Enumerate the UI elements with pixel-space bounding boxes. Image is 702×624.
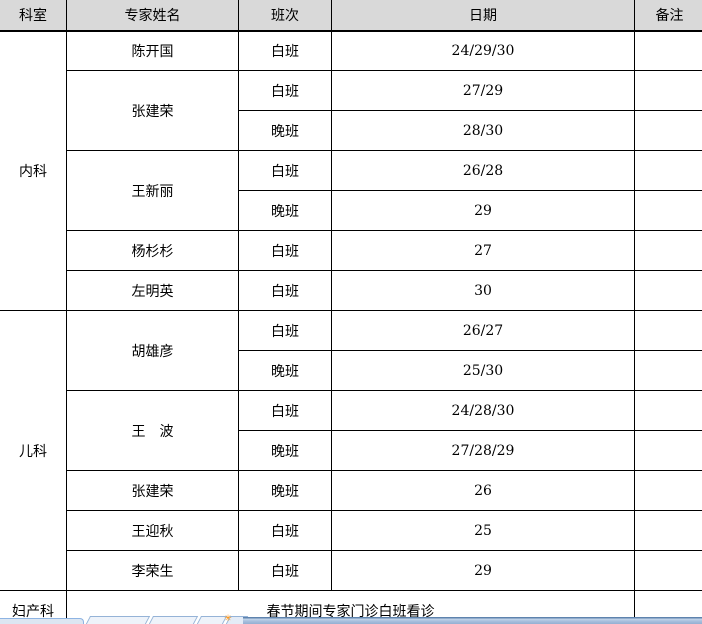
table-row: 张建荣 晚班 26 bbox=[0, 470, 702, 511]
shift-cell[interactable]: 晚班 bbox=[238, 350, 332, 391]
dates-cell[interactable]: 25/30 bbox=[331, 350, 635, 391]
dates-cell[interactable]: 27/29 bbox=[331, 70, 635, 111]
shift-cell[interactable]: 白班 bbox=[238, 30, 332, 71]
doctor-name-cell[interactable]: 张建荣 bbox=[66, 470, 239, 511]
remark-cell[interactable] bbox=[634, 230, 702, 271]
dates-cell[interactable]: 26 bbox=[331, 470, 635, 511]
shift-cell[interactable]: 晚班 bbox=[238, 430, 332, 471]
shift-cell[interactable]: 白班 bbox=[238, 270, 332, 311]
remark-cell[interactable] bbox=[634, 430, 702, 471]
remark-cell[interactable] bbox=[634, 350, 702, 391]
dates-cell[interactable]: 27 bbox=[331, 230, 635, 271]
remark-cell[interactable] bbox=[634, 310, 702, 351]
doctor-name-cell[interactable]: 李荣生 bbox=[66, 550, 239, 591]
table-row: 王新丽 白班 26/28 bbox=[0, 150, 702, 231]
table-row: 内科 陈开国 白班 24/29/30 bbox=[0, 30, 702, 311]
table-row: 儿科 胡雄彦 白班 26/27 bbox=[0, 310, 702, 591]
dates-cell[interactable]: 27/28/29 bbox=[331, 430, 635, 471]
dates-cell[interactable]: 29 bbox=[331, 550, 635, 591]
dates-cell[interactable]: 25 bbox=[331, 510, 635, 551]
dates-cell[interactable]: 26/27 bbox=[331, 310, 635, 351]
dates-cell[interactable]: 26/28 bbox=[331, 150, 635, 191]
doctor-name-cell[interactable]: 王 波 bbox=[66, 390, 239, 471]
shift-cell[interactable]: 晚班 bbox=[238, 190, 332, 231]
shift-cell[interactable]: 白班 bbox=[238, 510, 332, 551]
department-cell[interactable]: 儿科 bbox=[0, 310, 67, 591]
dates-cell[interactable]: 24/29/30 bbox=[331, 30, 635, 71]
doctor-name-cell[interactable]: 左明英 bbox=[66, 270, 239, 311]
shift-cell[interactable]: 晚班 bbox=[238, 470, 332, 511]
remark-cell[interactable] bbox=[634, 510, 702, 551]
doctor-name-cell[interactable]: 王迎秋 bbox=[66, 510, 239, 551]
table-row: 左明英 白班 30 bbox=[0, 270, 702, 311]
shift-cell[interactable]: 白班 bbox=[238, 550, 332, 591]
shift-cell[interactable]: 晚班 bbox=[238, 110, 332, 151]
doctor-name-cell[interactable]: 杨杉杉 bbox=[66, 230, 239, 271]
remark-cell[interactable] bbox=[634, 470, 702, 511]
header-row: 科室 专家姓名 班次 日期 备注 bbox=[0, 0, 702, 32]
table-row: 王 波 白班 24/28/30 bbox=[0, 390, 702, 471]
header-date[interactable]: 日期 bbox=[331, 0, 635, 32]
dates-cell[interactable]: 24/28/30 bbox=[331, 390, 635, 431]
dates-cell[interactable]: 28/30 bbox=[331, 110, 635, 151]
header-department[interactable]: 科室 bbox=[0, 0, 67, 32]
remark-cell[interactable] bbox=[634, 150, 702, 191]
shift-cell[interactable]: 白班 bbox=[238, 150, 332, 191]
table-row: 李荣生 白班 29 bbox=[0, 550, 702, 591]
note-cell[interactable]: 春节期间专家门诊白班看诊 bbox=[66, 590, 635, 624]
dates-cell[interactable]: 30 bbox=[331, 270, 635, 311]
remark-cell[interactable] bbox=[634, 590, 702, 624]
remark-cell[interactable] bbox=[634, 190, 702, 231]
table-row: 晚班 27/28/29 bbox=[0, 430, 702, 471]
dates-cell[interactable]: 29 bbox=[331, 190, 635, 231]
table-row: 王迎秋 白班 25 bbox=[0, 510, 702, 551]
remark-cell[interactable] bbox=[634, 390, 702, 431]
shift-cell[interactable]: 白班 bbox=[238, 310, 332, 351]
remark-cell[interactable] bbox=[634, 270, 702, 311]
department-cell[interactable]: 内科 bbox=[0, 30, 67, 311]
header-remark[interactable]: 备注 bbox=[634, 0, 702, 32]
shift-cell[interactable]: 白班 bbox=[238, 390, 332, 431]
table-row: 张建荣 白班 27/29 bbox=[0, 70, 702, 151]
doctor-name-cell[interactable]: 张建荣 bbox=[66, 70, 239, 151]
shift-cell[interactable]: 白班 bbox=[238, 230, 332, 271]
remark-cell[interactable] bbox=[634, 550, 702, 591]
remark-cell[interactable] bbox=[634, 110, 702, 151]
doctor-name-cell[interactable]: 王新丽 bbox=[66, 150, 239, 231]
header-shift[interactable]: 班次 bbox=[238, 0, 332, 32]
remark-cell[interactable] bbox=[634, 70, 702, 111]
doctor-name-cell[interactable]: 胡雄彦 bbox=[66, 310, 239, 391]
table-row: 妇产科 春节期间专家门诊白班看诊 bbox=[0, 590, 702, 624]
header-expert-name[interactable]: 专家姓名 bbox=[66, 0, 239, 32]
remark-cell[interactable] bbox=[634, 30, 702, 71]
department-cell[interactable]: 妇产科 bbox=[0, 590, 67, 624]
doctor-name-cell[interactable]: 陈开国 bbox=[66, 30, 239, 71]
shift-cell[interactable]: 白班 bbox=[238, 70, 332, 111]
table-row: 杨杉杉 白班 27 bbox=[0, 230, 702, 271]
